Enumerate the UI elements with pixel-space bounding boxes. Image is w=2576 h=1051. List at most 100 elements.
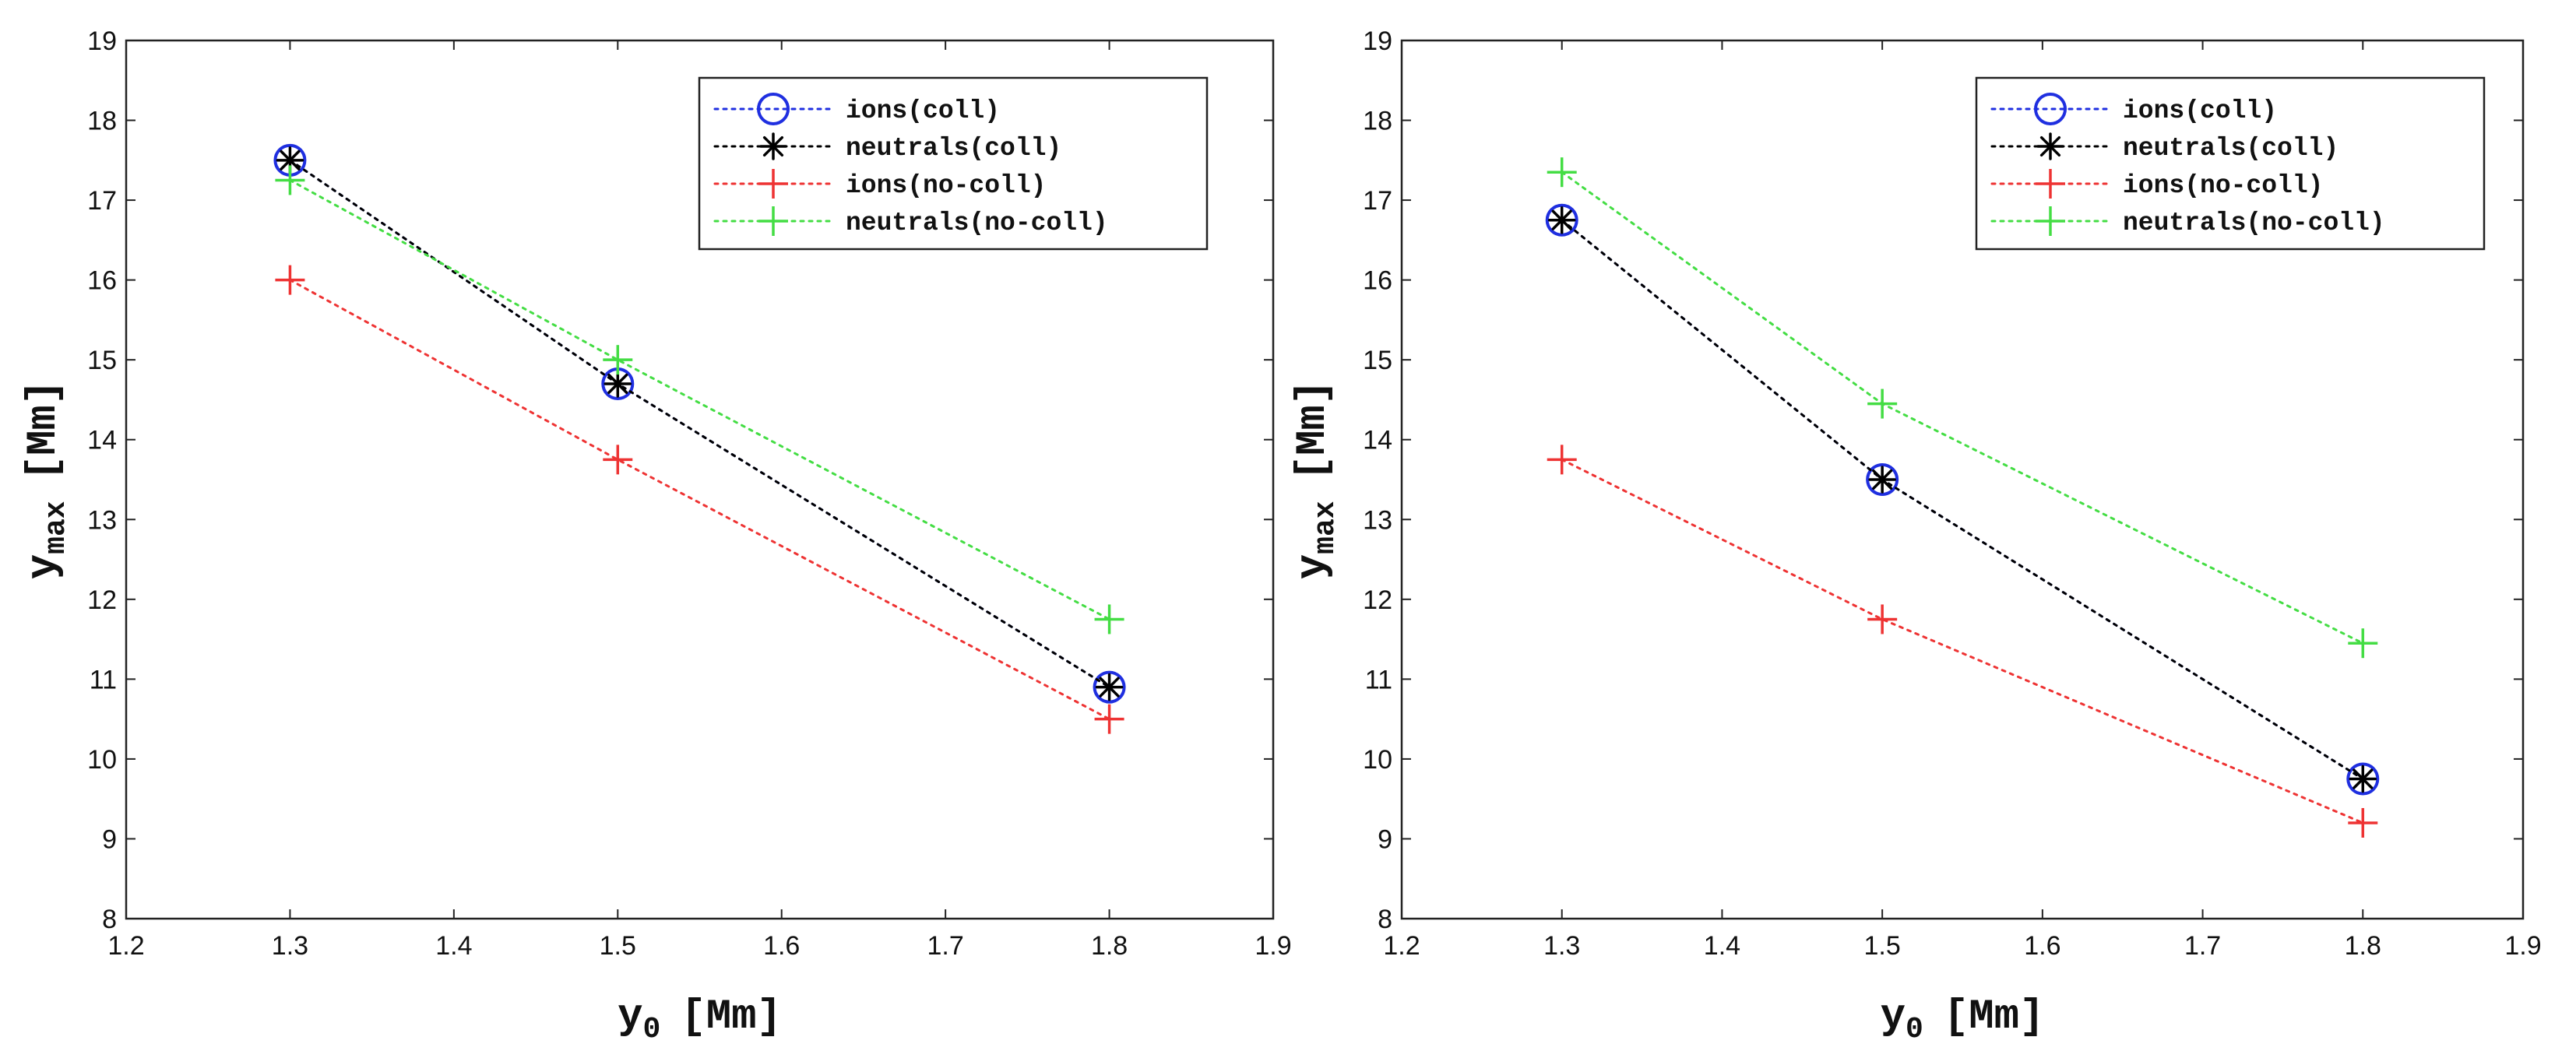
y-tick-label: 11 [90,665,117,694]
y-tick-label: 17 [87,186,117,216]
data-point [2349,765,2377,793]
legend: ions(coll) neutrals(coll) ions(no-coll) neu… [698,76,1209,251]
x-axis-label: y0 [Mm] [1881,993,2045,1046]
data-point [1545,203,1578,237]
x-tick-label: 1.9 [1255,931,1291,961]
y-tick-label: 9 [1378,824,1392,854]
y-tick-label: 15 [1363,346,1392,375]
data-point [1094,704,1124,734]
asterisk-stroke [762,135,784,157]
chart-panel-2: 1.2 1.3 1.4 1.5 1.6 1.7 1.8 1.9 8 9 10 11 12 13 14 15 16… [1290,26,2542,1046]
y-tick-label: 17 [1363,186,1392,216]
y-tick-label: 16 [1363,266,1392,296]
series-neutrals(coll) [276,146,1124,701]
legend-marker [759,132,787,160]
legend-marker [758,169,788,199]
data-point [1547,445,1577,475]
y-tick-label: 16 [87,266,117,296]
y-tick-label: 12 [87,585,117,615]
x-tick-label: 1.3 [1543,931,1580,961]
x-tick-label: 1.9 [2504,931,2541,961]
x-tick-label: 1.5 [600,931,636,961]
x-tick-label: 1.8 [1091,931,1128,961]
x-axis-ticks: 1.2 1.3 1.4 1.5 1.6 1.7 1.8 1.9 [107,40,1292,961]
asterisk-stroke [607,373,628,395]
y-tick-label: 10 [87,745,117,775]
x-tick-label: 1.4 [435,931,472,961]
y-tick-label: 18 [87,107,117,136]
series-line [288,279,1111,721]
legend-item: ions(coll) [713,93,1000,125]
legend: ions(coll) neutrals(coll) ions(no-coll) neu… [1975,76,2486,251]
x-tick-label: 1.3 [272,931,308,961]
x-tick-label: 1.4 [1704,931,1740,961]
data-point [275,265,305,295]
series-neutrals(no-coll) [275,165,1124,634]
data-point [1095,673,1124,701]
legend-label: neutrals(no-coll) [2123,209,2385,237]
y-tick-label: 18 [1363,107,1392,136]
data-point [2346,762,2380,796]
legend-marker [2034,93,2067,125]
legend-marker [757,93,790,125]
data-point [1866,463,1899,496]
y-tick-label: 10 [1363,745,1392,775]
legend-item: ions(coll) [1990,93,2277,125]
y-tick-label: 8 [1378,905,1392,934]
y-tick-label: 14 [1363,426,1392,455]
y-tick-label: 13 [87,505,117,535]
y-axis-ticks: 8 9 10 11 12 13 14 15 16 17 18 19 [1363,26,2523,934]
y-axis-label: ymax[Mm] [1290,380,1343,579]
series-ions(no-coll) [275,265,1124,734]
asterisk-stroke [2039,135,2061,157]
legend-marker [2036,206,2065,236]
x-tick-label: 1.7 [927,931,964,961]
x-tick-label: 1.6 [2024,931,2060,961]
legend-marker [2036,169,2065,199]
data-point [604,370,632,398]
data-point [1867,604,1898,634]
data-point [1867,388,1898,419]
series-line [288,178,1111,620]
asterisk-stroke [1551,209,1572,230]
legend-label: neutrals(coll) [2123,134,2338,163]
data-point [2348,807,2378,838]
y-tick-label: 15 [87,346,117,375]
y-tick-label: 13 [1363,505,1392,535]
y-tick-label: 8 [102,905,117,934]
legend-label: neutrals(coll) [846,134,1061,163]
series-neutrals(no-coll) [1547,157,2378,659]
data-point [1547,157,1577,188]
x-tick-label: 1.7 [2184,931,2221,961]
data-point [603,445,633,475]
series-ions(no-coll) [1547,445,2378,838]
y-tick-label: 14 [87,426,117,455]
legend-marker [2036,132,2064,160]
legend-item: neutrals(coll) [713,132,1061,163]
legend-label: neutrals(no-coll) [846,209,1108,237]
legend-marker [758,206,788,236]
y-axis-ticks: 8 9 10 11 12 13 14 15 16 17 18 19 [87,26,1273,934]
y-axis-label: ymax[Mm] [20,380,73,579]
legend-label: ions(no-coll) [846,171,1046,200]
legend-label: ions(coll) [846,97,1000,125]
data-point [2348,628,2378,659]
legend-item: ions(no-coll) [713,169,1046,200]
asterisk-stroke [1872,469,1893,490]
legend-item: neutrals(no-coll) [713,206,1108,237]
asterisk-stroke [2353,768,2374,789]
x-axis-ticks: 1.2 1.3 1.4 1.5 1.6 1.7 1.8 1.9 [1383,40,2542,961]
data-point [1094,604,1124,634]
y-tick-label: 12 [1363,585,1392,615]
y-tick-label: 19 [1363,26,1392,56]
y-tick-label: 9 [102,824,117,854]
data-point [603,345,633,375]
legend-item: neutrals(no-coll) [1990,206,2385,237]
x-tick-label: 1.2 [107,931,144,961]
data-point [1868,466,1896,494]
data-point [1093,670,1126,704]
data-point [275,165,305,195]
y-tick-label: 11 [1365,665,1392,694]
chart-panel-1: 1.2 1.3 1.4 1.5 1.6 1.7 1.8 1.9 8 9 10 11 12 13 14 15 16… [20,26,1292,1046]
